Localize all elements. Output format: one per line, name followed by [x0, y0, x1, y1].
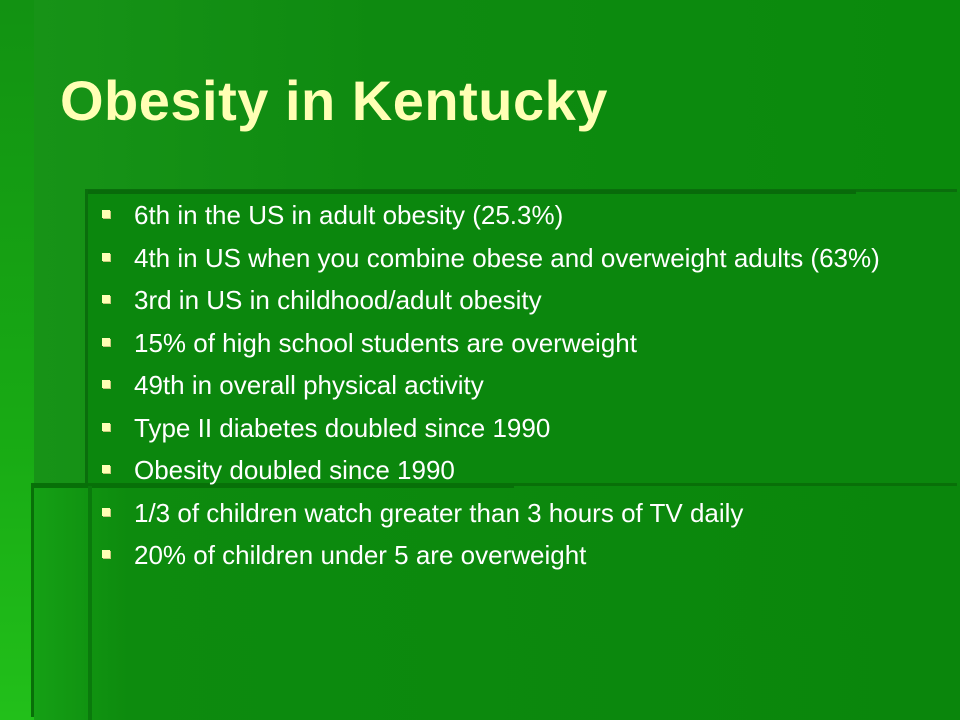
decorative-panel-edge-lower [34, 484, 514, 488]
bullet-text: 4th in US when you combine obese and ove… [134, 242, 880, 273]
bullet-text: 49th in overall physical activity [134, 370, 484, 400]
square-bullet-icon [102, 295, 110, 303]
bullet-text: 6th in the US in adult obesity (25.3%) [134, 200, 564, 230]
bullet-item: 4th in US when you combine obese and ove… [100, 243, 900, 273]
decorative-panel-edge-upper [88, 190, 856, 194]
bullet-text: 20% of children under 5 are overweight [134, 540, 587, 570]
bullet-item: Obesity doubled since 1990 [100, 455, 900, 485]
bullet-text: 1/3 of children watch greater than 3 hou… [134, 497, 744, 528]
square-bullet-icon [102, 380, 110, 388]
bullet-text: 3rd in US in childhood/adult obesity [134, 285, 542, 315]
square-bullet-icon [102, 550, 110, 558]
decorative-left-bar [0, 0, 34, 720]
decorative-panel-lower [34, 486, 960, 720]
bullet-list: 6th in the US in adult obesity (25.3%) 4… [100, 200, 900, 583]
square-bullet-icon [102, 210, 110, 218]
slide-title: Obesity in Kentucky [60, 69, 608, 132]
bullet-item: 1/3 of children watch greater than 3 hou… [100, 498, 900, 528]
bullet-item: 6th in the US in adult obesity (25.3%) [100, 200, 900, 230]
bullet-item: 15% of high school students are overweig… [100, 328, 900, 358]
square-bullet-icon [102, 252, 110, 261]
decorative-inner-strip [88, 486, 92, 720]
bullet-text: 15% of high school students are overweig… [134, 327, 637, 358]
bullet-item: 49th in overall physical activity [100, 370, 900, 400]
bullet-text: Obesity doubled since 1990 [134, 455, 455, 485]
square-bullet-icon [102, 507, 110, 516]
bullet-text: Type II diabetes doubled since 1990 [134, 412, 551, 443]
square-bullet-icon [102, 422, 110, 431]
square-bullet-icon [102, 337, 110, 346]
bullet-item: 20% of children under 5 are overweight [100, 540, 900, 570]
square-bullet-icon [102, 465, 110, 473]
bullet-item: Type II diabetes doubled since 1990 [100, 413, 900, 443]
bullet-item: 3rd in US in childhood/adult obesity [100, 285, 900, 315]
